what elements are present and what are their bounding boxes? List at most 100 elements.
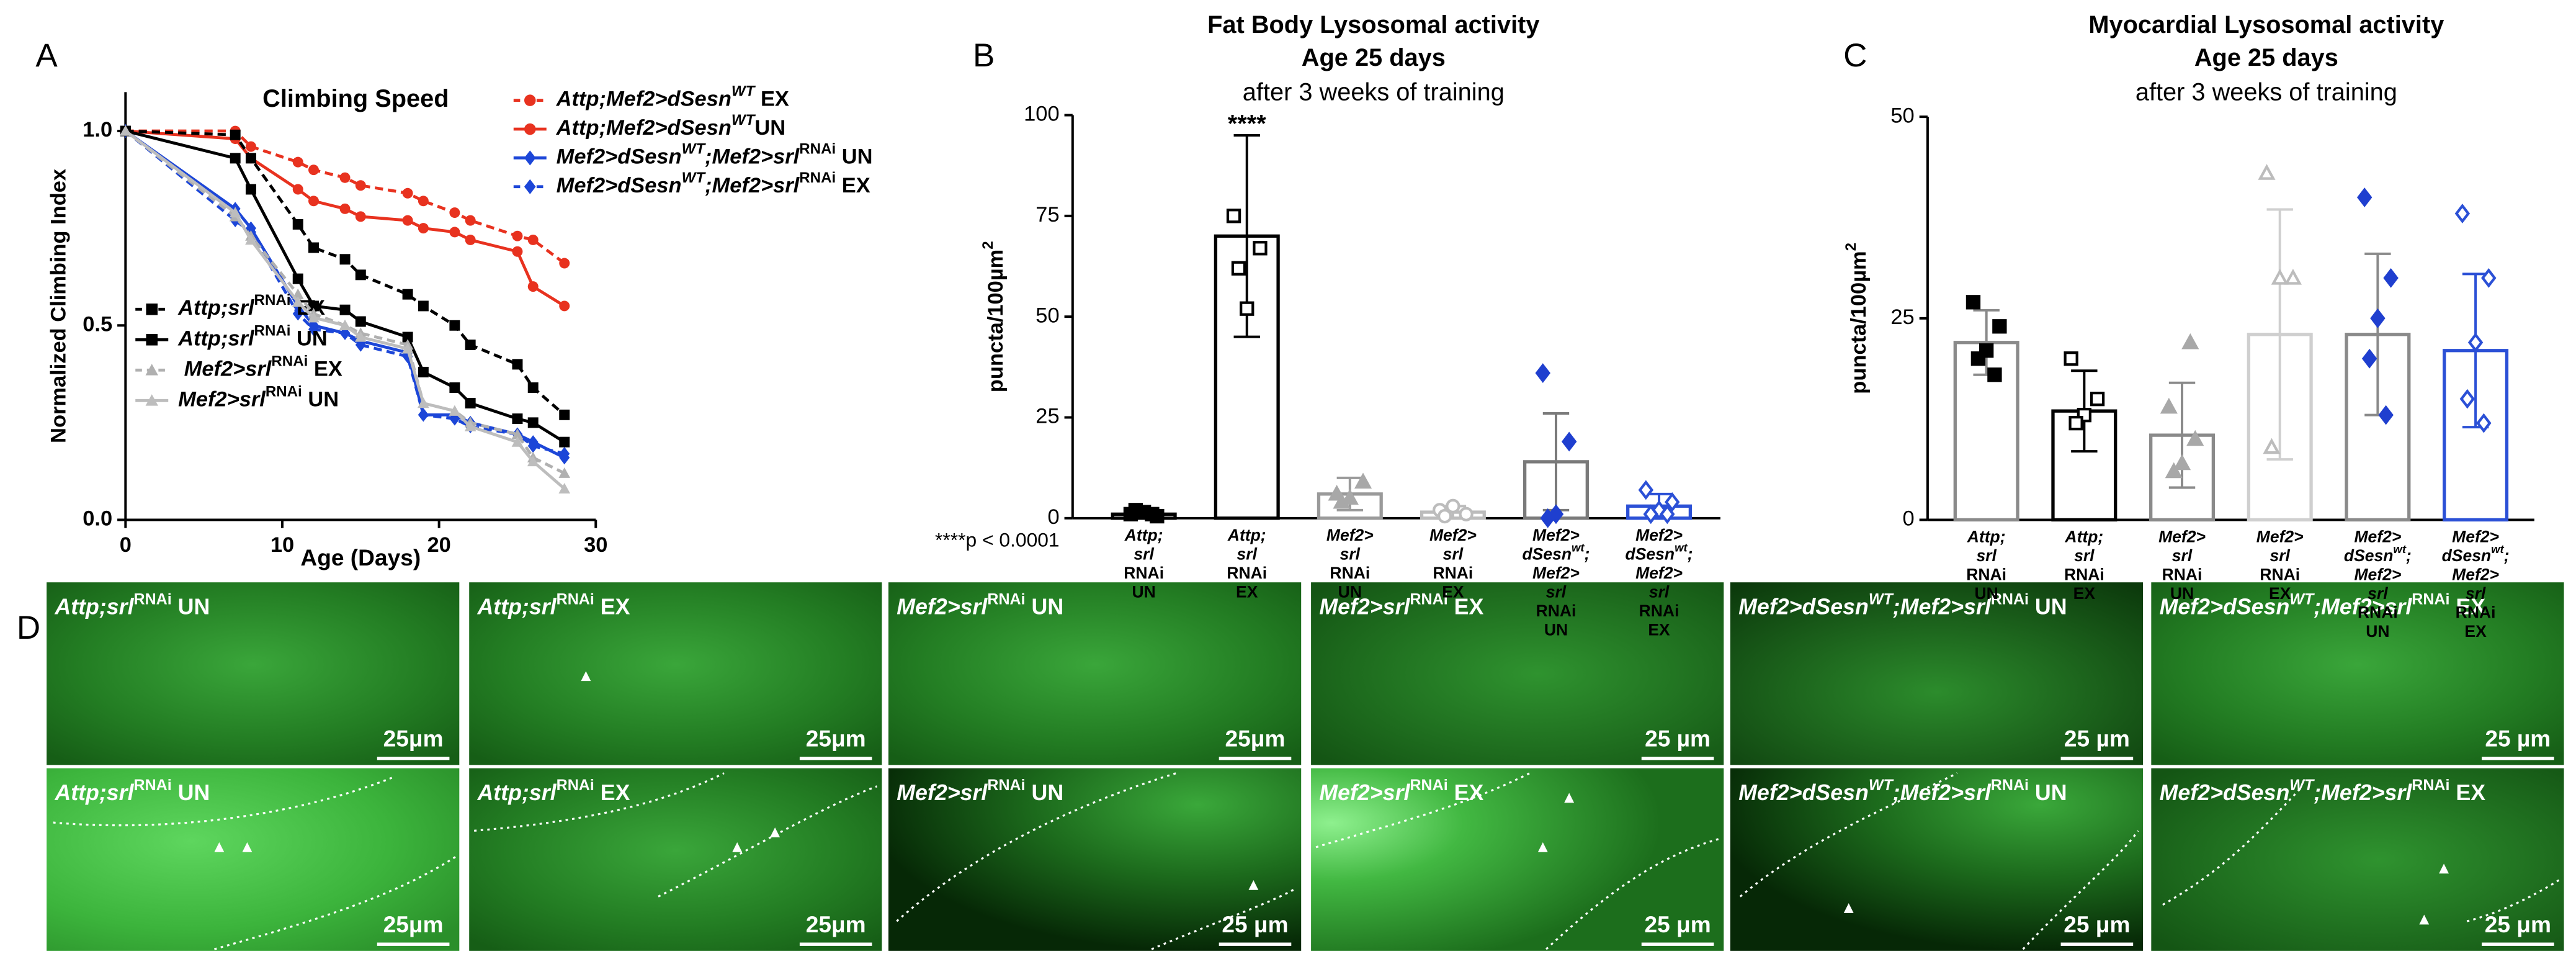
data-point xyxy=(512,230,523,241)
x-tick-label: EX xyxy=(1648,620,1670,639)
panel-letter: C xyxy=(1843,37,1867,74)
image-label: Mef2>dSesnWT;Mef2>srlRNAi EX xyxy=(2160,777,2486,806)
data-point xyxy=(339,319,351,330)
scale-bar-label: 25 µm xyxy=(1645,725,1711,751)
series-line xyxy=(124,130,565,475)
data-point xyxy=(2361,348,2377,369)
legend-label-part: Mef2>srl xyxy=(178,387,266,411)
data-point xyxy=(308,300,319,312)
legend-label-part: WT xyxy=(731,83,756,100)
panel-letter: D xyxy=(17,610,40,646)
x-tick-label-part: RNAi xyxy=(2260,565,2300,584)
data-point xyxy=(1226,209,1241,223)
image-label: Mef2>srlRNAi EX xyxy=(1319,590,1483,619)
scale-bar-label: 25 µm xyxy=(2064,725,2130,751)
legend-label-part: EX xyxy=(308,357,342,381)
x-tick-label-part: UN xyxy=(1132,582,1156,601)
scale-bar-label: 25μm xyxy=(383,911,444,937)
image-label-part: RNAi xyxy=(1410,590,1447,608)
data-point xyxy=(418,397,429,408)
x-tick-label-part: srl xyxy=(1546,582,1567,601)
series-line xyxy=(125,129,566,307)
x-tick-label: 30 xyxy=(584,533,607,557)
x-tick-label: EX xyxy=(2464,622,2487,641)
legend-label-part: UN xyxy=(302,387,339,411)
data-point xyxy=(1354,472,1372,489)
data-point xyxy=(527,382,539,393)
y-tick-label: 50 xyxy=(1890,104,1914,127)
data-point xyxy=(339,304,351,315)
image-label-part: Attp;srl xyxy=(54,595,134,619)
x-tick-label-part: wt xyxy=(2491,543,2504,556)
legend-label-part: UN xyxy=(291,327,328,350)
scale-bar-label: 25μm xyxy=(383,725,444,751)
chart-title: Age 25 days xyxy=(2194,44,2338,71)
data-point xyxy=(2181,333,2199,349)
data-point xyxy=(449,320,460,331)
y-tick-label: 0.0 xyxy=(83,507,112,531)
data-point xyxy=(2370,308,2386,328)
data-point xyxy=(465,215,476,226)
legend-label-part: RNAi xyxy=(266,383,302,400)
x-tick-label-part: srl xyxy=(2074,546,2095,565)
image-label: Attp;srlRNAi EX xyxy=(476,777,630,806)
legend-label-part: Attp;Mef2>dSesn xyxy=(556,88,731,111)
x-tick-label: UN xyxy=(1975,584,1998,603)
x-tick-label: srl xyxy=(1976,546,1997,565)
data-point xyxy=(1561,431,1577,452)
y-tick-label: 25 xyxy=(1890,305,1914,329)
x-tick-label-part: ; xyxy=(2504,546,2510,565)
x-tick-label: RNAi xyxy=(1330,564,1370,582)
x-tick-label-part: Mef2> xyxy=(2452,565,2499,584)
micrograph xyxy=(1311,582,1724,765)
legend-label-part: RNAi xyxy=(254,322,291,339)
data-point xyxy=(2090,392,2105,407)
series-line xyxy=(125,129,566,417)
data-point xyxy=(559,436,570,448)
image-label: Mef2>dSesnWT;Mef2>srlRNAi UN xyxy=(1738,590,2067,619)
image-label-part: Mef2>srl xyxy=(897,595,988,619)
x-tick-label-part: Mef2> xyxy=(1635,564,1683,582)
data-point xyxy=(2356,187,2373,207)
x-tick-label: srl xyxy=(2368,584,2388,603)
data-point xyxy=(1145,507,1160,521)
image-label-part: RNAi xyxy=(2412,777,2449,794)
legend-label-part: Attp;srl xyxy=(177,296,255,320)
image-label-part: UN xyxy=(1026,595,1064,619)
data-point xyxy=(2284,268,2302,285)
data-point xyxy=(355,180,366,191)
data-point xyxy=(2165,462,2183,479)
image-label-part: Attp;srl xyxy=(54,780,134,805)
data-point xyxy=(511,428,524,439)
tissue-outline xyxy=(53,775,396,827)
chart-title: Myocardial Lysosomal activity xyxy=(2088,11,2444,38)
x-tick-label-part: dSesn xyxy=(1626,544,1675,563)
image-label-part: EX xyxy=(1448,780,1484,805)
x-tick-label-part: EX xyxy=(2073,584,2096,603)
image-label-part: Mef2>dSesn xyxy=(1738,595,1869,619)
x-tick-label-part: srl xyxy=(1237,544,1258,563)
legend-label-part: WT xyxy=(731,112,756,128)
data-point xyxy=(418,196,429,207)
x-tick-label-part: srl xyxy=(1340,544,1361,563)
significance-label: **** xyxy=(1228,110,1266,138)
scale-bar-label: 25μm xyxy=(806,725,866,751)
x-tick-label-part: RNAi xyxy=(2162,565,2203,584)
series-line xyxy=(124,130,566,490)
x-tick-label-part: dSesn xyxy=(2442,546,2492,565)
panel-letter: A xyxy=(35,37,58,74)
x-tick-label: srl xyxy=(2074,546,2095,565)
x-tick-label: Mef2> xyxy=(2354,528,2401,546)
image-label-part: UN xyxy=(2029,595,2067,619)
data-point xyxy=(464,420,476,431)
x-tick-label: RNAi xyxy=(1433,564,1474,582)
scale-bar-label: 25 μm xyxy=(1644,911,1711,937)
image-label-part: ;Mef2>srl xyxy=(2314,595,2412,619)
footnote: ****p < 0.0001 xyxy=(935,528,1060,551)
x-tick-label: srl xyxy=(1649,582,1670,601)
tissue-outline xyxy=(214,854,458,950)
data-point xyxy=(230,129,241,140)
image-label: Mef2>srlRNAi UN xyxy=(897,590,1063,619)
x-tick-label: srl xyxy=(1237,544,1258,563)
y-tick-label: 100 xyxy=(1024,102,1059,126)
